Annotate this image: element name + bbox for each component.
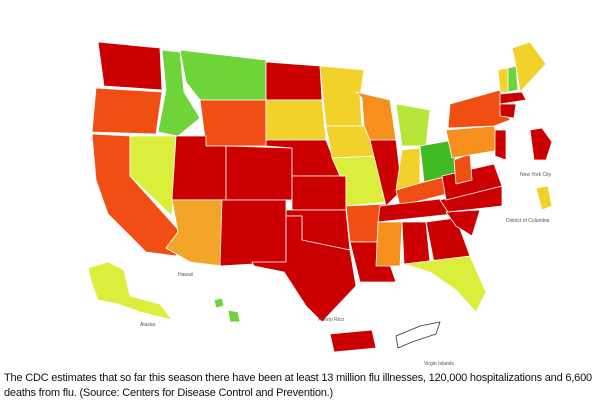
- state: [179, 49, 267, 101]
- caption: The CDC estimates that so far this seaso…: [4, 372, 592, 399]
- territory: [395, 321, 441, 349]
- state: [403, 255, 487, 313]
- flu-map: New York City District of Columbia Hawai…: [87, 41, 553, 367]
- state: [213, 297, 225, 309]
- state: [499, 91, 527, 105]
- state: [535, 185, 553, 211]
- state: [97, 41, 163, 91]
- map-label: Virgin Islands: [424, 361, 454, 367]
- state: [251, 215, 357, 323]
- state: [445, 125, 501, 159]
- state: [87, 261, 173, 321]
- state: [171, 135, 227, 201]
- state: [453, 153, 473, 185]
- state: [497, 67, 509, 93]
- state: [265, 61, 323, 101]
- state: [329, 329, 377, 353]
- map-label: Alaska: [140, 322, 155, 328]
- state: [291, 175, 347, 211]
- state: [375, 221, 403, 267]
- state: [199, 99, 267, 147]
- state: [395, 147, 421, 191]
- state: [227, 309, 241, 323]
- state: [447, 89, 511, 129]
- state: [499, 103, 517, 119]
- state: [401, 221, 431, 265]
- state: [507, 65, 519, 93]
- state: [395, 103, 431, 147]
- map-label: New York City: [520, 172, 552, 178]
- map-label: Hawaii: [178, 272, 193, 278]
- map-label: Puerto Rico: [318, 317, 344, 323]
- state: [265, 99, 327, 141]
- state: [157, 49, 201, 137]
- state: [129, 135, 177, 217]
- state: [494, 129, 507, 161]
- state: [319, 65, 365, 127]
- states: [87, 41, 553, 353]
- state: [529, 127, 553, 161]
- state: [91, 87, 163, 135]
- state: [219, 199, 287, 267]
- state: [225, 145, 293, 201]
- state: [511, 41, 547, 93]
- map-label: District of Columbia: [506, 218, 550, 224]
- state: [445, 209, 481, 237]
